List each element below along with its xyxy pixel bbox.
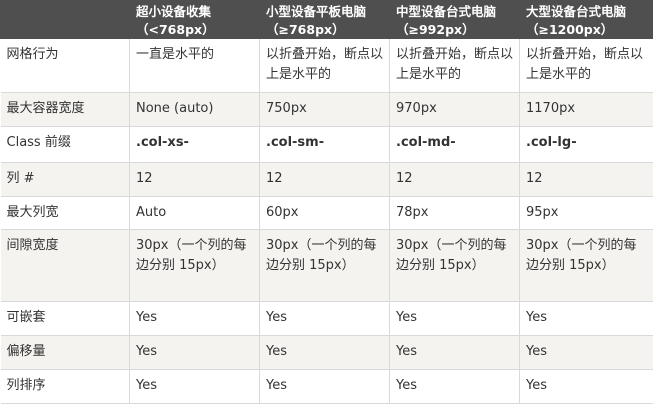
header-sub: （<768px） [136, 22, 215, 37]
table-row: 最大列宽 Auto 60px 78px 95px [0, 196, 653, 230]
header-sub: （≥768px） [266, 22, 345, 37]
row-label: Class 前缀 [0, 126, 130, 163]
table-row: Class 前缀 .col-xs- .col-sm- .col-md- .col-lg- [0, 126, 653, 163]
table-cell: .col-sm- [259, 126, 390, 163]
table-cell: Yes [129, 301, 260, 336]
table-cell: Yes [259, 369, 390, 404]
table-cell: 30px（一个列的每边分别 15px） [389, 229, 520, 302]
header-lg: 大型设备台式电脑 （≥1200px） [519, 0, 653, 39]
table-cell: 一直是水平的 [129, 39, 260, 93]
table-cell: 12 [389, 162, 520, 197]
table-row: 间隙宽度 30px（一个列的每边分别 15px） 30px（一个列的每边分别 15p… [0, 229, 653, 302]
table-row: 列排序 Yes Yes Yes Yes [0, 369, 653, 404]
header-empty [0, 0, 130, 39]
table-cell: Auto [129, 196, 260, 230]
header-title: 超小设备收集 [136, 4, 212, 19]
table-cell: Yes [129, 335, 260, 370]
table-cell: Yes [259, 301, 390, 336]
header-title: 中型设备台式电脑 [396, 4, 497, 19]
table-cell: .col-lg- [519, 126, 653, 163]
table-cell: 30px（一个列的每边分别 15px） [519, 229, 653, 302]
header-md: 中型设备台式电脑 （≥992px） [389, 0, 520, 39]
table-cell: Yes [519, 369, 653, 404]
table-cell: .col-xs- [129, 126, 260, 163]
row-label: 可嵌套 [0, 301, 130, 336]
row-label: 网格行为 [0, 39, 130, 93]
table-row: 列 #12 12 12 12 [0, 162, 653, 197]
table-cell: 30px（一个列的每边分别 15px） [129, 229, 260, 302]
table-cell: None (auto) [129, 92, 260, 127]
table-cell: .col-md- [389, 126, 520, 163]
row-label: 间隙宽度 [0, 229, 130, 302]
table-cell: 970px [389, 92, 520, 127]
header-row: 超小设备收集 （<768px） 小型设备平板电脑 （≥768px） 中型设备台式电脑… [0, 0, 653, 39]
table-cell: 78px [389, 196, 520, 230]
table-cell: 750px [259, 92, 390, 127]
table-row: 可嵌套 Yes Yes Yes Yes [0, 301, 653, 336]
row-label: 最大列宽 [0, 196, 130, 230]
table-cell: Yes [129, 369, 260, 404]
table-cell: 95px [519, 196, 653, 230]
table-cell: Yes [389, 369, 520, 404]
row-label: 最大容器宽度 [0, 92, 130, 127]
header-title: 大型设备台式电脑 [526, 4, 627, 19]
header-sub: （≥1200px） [526, 22, 614, 37]
table-cell: 以折叠开始，断点以上是水平的 [519, 39, 653, 93]
table-row: 偏移量 Yes Yes Yes Yes [0, 335, 653, 370]
header-sub: （≥992px） [396, 22, 475, 37]
row-label: 列排序 [0, 369, 130, 404]
table-cell: 以折叠开始，断点以上是水平的 [259, 39, 390, 93]
table-cell: 1170px [519, 92, 653, 127]
table-cell: Yes [389, 335, 520, 370]
table-row: 网格行为 一直是水平的 以折叠开始，断点以上是水平的 以折叠开始，断点以上是水平的 以折… [0, 39, 653, 93]
table-cell: 12 [259, 162, 390, 197]
table-cell: Yes [519, 301, 653, 336]
table-cell: 30px（一个列的每边分别 15px） [259, 229, 390, 302]
table-cell: 60px [259, 196, 390, 230]
row-label: 列 # [0, 162, 130, 197]
header-sm: 小型设备平板电脑 （≥768px） [259, 0, 390, 39]
table-cell: 以折叠开始，断点以上是水平的 [389, 39, 520, 93]
table-cell: 12 [129, 162, 260, 197]
header-title: 小型设备平板电脑 [266, 4, 367, 19]
table-cell: 12 [519, 162, 653, 197]
table-cell: Yes [389, 301, 520, 336]
header-xs: 超小设备收集 （<768px） [129, 0, 260, 39]
table-cell: Yes [519, 335, 653, 370]
table-cell: Yes [259, 335, 390, 370]
table-row: 最大容器宽度 None (auto) 750px 970px 1170px [0, 92, 653, 127]
row-label: 偏移量 [0, 335, 130, 370]
